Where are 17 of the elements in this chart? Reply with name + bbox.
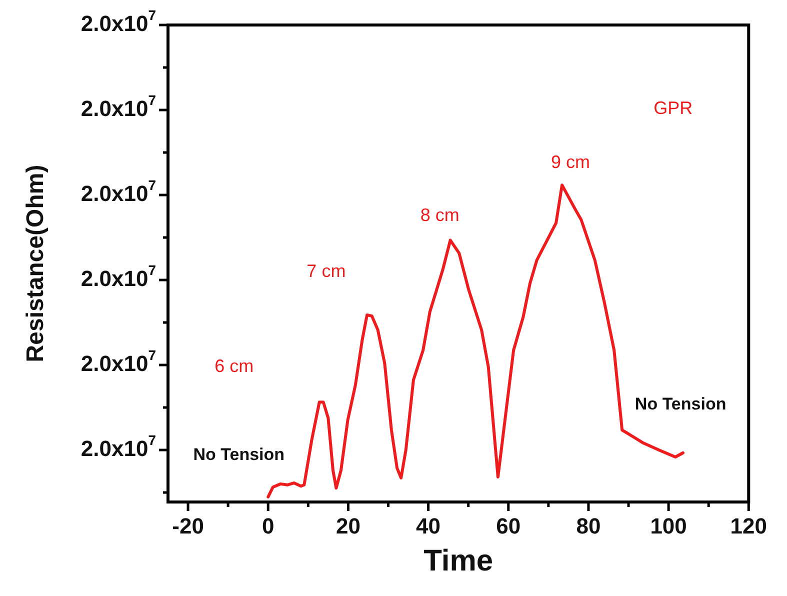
annotation: 8 cm bbox=[420, 205, 460, 226]
x-tick-label: 120 bbox=[730, 513, 768, 538]
annotation: 6 cm bbox=[214, 356, 254, 376]
text: GPR bbox=[654, 98, 693, 118]
x-tick-label: 60 bbox=[496, 513, 521, 538]
x-tick-label: 20 bbox=[336, 513, 360, 538]
x-tick-label: 100 bbox=[650, 513, 687, 538]
y-axis-title: Resistance(Ohm) bbox=[22, 164, 50, 362]
x-tick-label: -20 bbox=[172, 513, 204, 538]
x-tick-label: 0 bbox=[262, 513, 274, 538]
annotation: 7 cm bbox=[306, 260, 346, 281]
x-axis-title: Time bbox=[424, 544, 494, 578]
annotation: No Tension bbox=[193, 444, 285, 464]
x-tick-label: 40 bbox=[416, 513, 441, 538]
text: 9 cm bbox=[550, 152, 590, 172]
annotation: No Tension bbox=[634, 394, 726, 414]
x-tick-label: 80 bbox=[576, 513, 601, 538]
